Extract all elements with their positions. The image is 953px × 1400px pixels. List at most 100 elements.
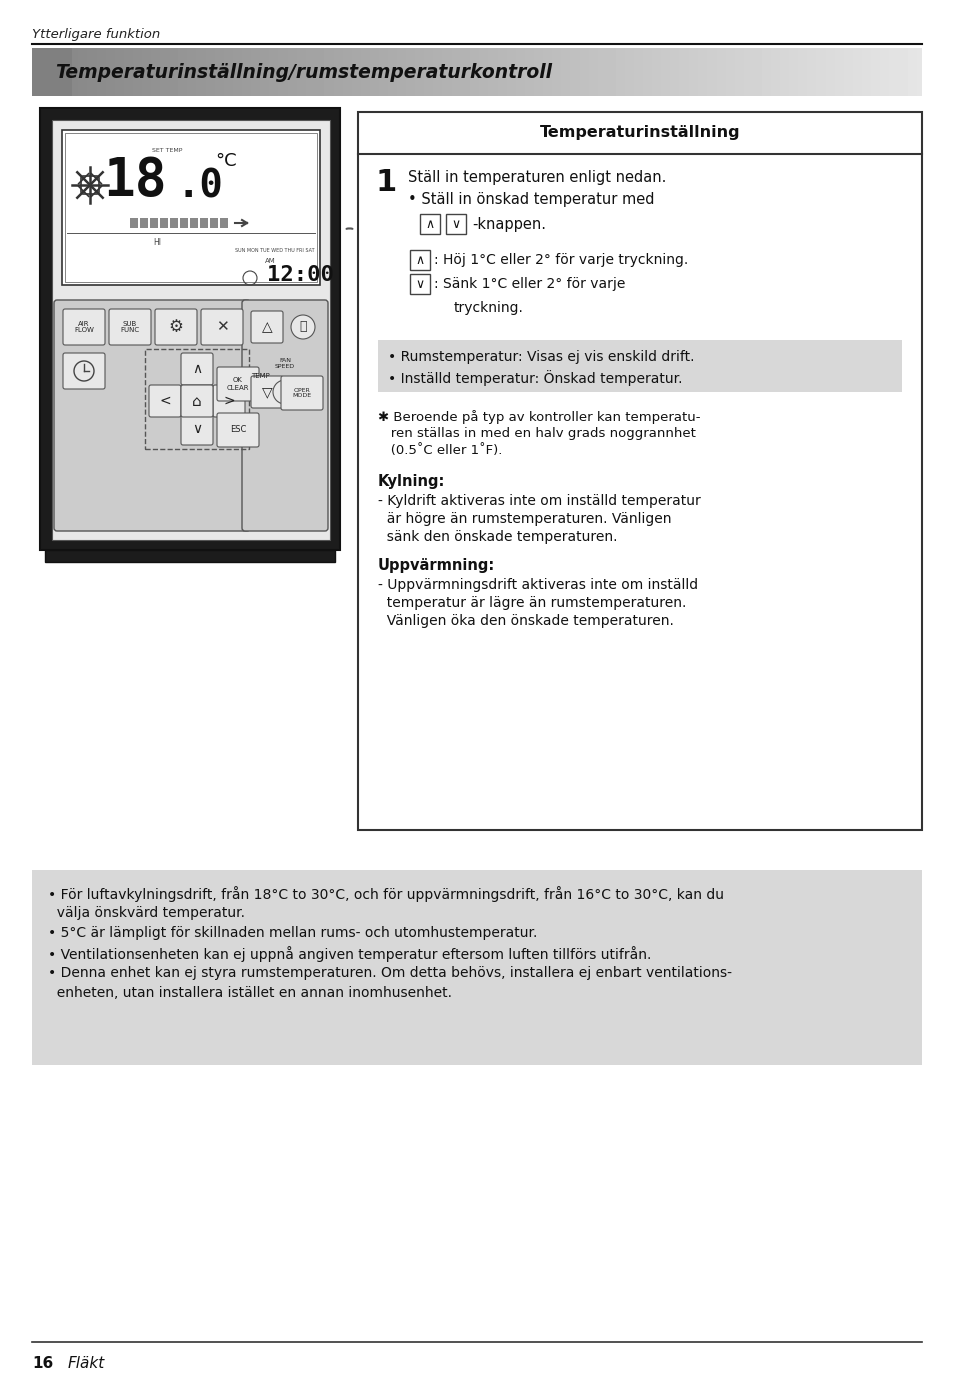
Text: • Inställd temperatur: Önskad temperatur.: • Inställd temperatur: Önskad temperatur… [388, 370, 681, 386]
Text: .0: .0 [177, 168, 224, 206]
Text: Temperaturinställning/rumstemperaturkontroll: Temperaturinställning/rumstemperaturkont… [55, 63, 552, 81]
FancyBboxPatch shape [242, 300, 328, 531]
Text: enheten, utan installera istället en annan inomhusenhet.: enheten, utan installera istället en ann… [48, 986, 452, 1000]
Text: Vänligen öka den önskade temperaturen.: Vänligen öka den önskade temperaturen. [377, 615, 673, 629]
Text: • För luftavkylningsdrift, från 18°C to 30°C, och för uppvärmningsdrift, från 16: • För luftavkylningsdrift, från 18°C to … [48, 886, 723, 902]
FancyBboxPatch shape [216, 413, 258, 447]
Text: ✕: ✕ [215, 319, 228, 335]
Bar [377, 340, 901, 392]
Text: SET TEMP: SET TEMP [152, 148, 182, 153]
Bar [150, 218, 158, 228]
Bar [160, 218, 168, 228]
Text: ∧: ∧ [415, 253, 424, 266]
Bar [180, 218, 188, 228]
Text: ESC: ESC [230, 426, 246, 434]
FancyBboxPatch shape [181, 385, 213, 417]
Bar [210, 218, 218, 228]
Text: sänk den önskade temperaturen.: sänk den önskade temperaturen. [377, 531, 617, 545]
Text: • Ställ in önskad temperatur med: • Ställ in önskad temperatur med [408, 192, 654, 207]
Text: • 5°C är lämpligt för skillnaden mellan rums- och utomhustemperatur.: • 5°C är lämpligt för skillnaden mellan … [48, 925, 537, 939]
Text: OK
CLEAR: OK CLEAR [227, 378, 249, 391]
Text: - Kyldrift aktiveras inte om inställd temperatur: - Kyldrift aktiveras inte om inställd te… [377, 494, 700, 508]
Text: ⌂: ⌂ [192, 393, 202, 409]
Text: ∨: ∨ [451, 217, 460, 231]
Text: HI: HI [152, 238, 161, 246]
FancyBboxPatch shape [149, 385, 181, 417]
Text: 16: 16 [32, 1357, 53, 1371]
Text: • Denna enhet kan ej styra rumstemperaturen. Om detta behövs, installera ej enba: • Denna enhet kan ej styra rumstemperatu… [48, 966, 731, 980]
Text: AIR
FLOW: AIR FLOW [74, 321, 93, 333]
FancyBboxPatch shape [213, 385, 245, 417]
Bar [32, 48, 71, 97]
Text: : Höj 1°C eller 2° för varje tryckning.: : Höj 1°C eller 2° för varje tryckning. [434, 253, 687, 267]
Bar [52, 120, 330, 540]
FancyBboxPatch shape [201, 309, 243, 344]
Text: Kylning:: Kylning: [377, 475, 445, 489]
Text: SUB
FUNC: SUB FUNC [120, 321, 139, 333]
Circle shape [291, 315, 314, 339]
Text: Fläkt: Fläkt [68, 1357, 105, 1371]
Bar [410, 251, 430, 270]
FancyBboxPatch shape [63, 353, 105, 389]
Bar [130, 218, 138, 228]
Text: 12:00: 12:00 [266, 265, 334, 286]
Bar [190, 218, 198, 228]
Text: AM: AM [265, 258, 275, 265]
Text: -knappen.: -knappen. [472, 217, 545, 231]
Text: >: > [223, 393, 234, 407]
Text: △: △ [261, 321, 272, 335]
Bar [62, 130, 319, 286]
FancyBboxPatch shape [281, 377, 323, 410]
Text: FAN
SPEED: FAN SPEED [274, 358, 294, 368]
Bar [410, 274, 430, 294]
Text: ∧: ∧ [425, 217, 435, 231]
Text: tryckning.: tryckning. [454, 301, 523, 315]
FancyBboxPatch shape [54, 300, 250, 531]
FancyBboxPatch shape [251, 377, 283, 407]
FancyBboxPatch shape [216, 367, 258, 400]
Text: är högre än rumstemperaturen. Vänligen: är högre än rumstemperaturen. Vänligen [377, 512, 671, 526]
Circle shape [273, 379, 296, 405]
Text: • Rumstemperatur: Visas ej vis enskild drift.: • Rumstemperatur: Visas ej vis enskild d… [388, 350, 694, 364]
Text: ren ställas in med en halv grads noggrannhet: ren ställas in med en halv grads noggran… [377, 427, 695, 440]
Bar [170, 218, 178, 228]
Text: OPER
MODE: OPER MODE [293, 388, 312, 399]
Bar [419, 214, 439, 234]
Bar [220, 218, 228, 228]
FancyBboxPatch shape [63, 309, 105, 344]
FancyBboxPatch shape [154, 309, 196, 344]
Text: <: < [159, 393, 171, 407]
Text: 1: 1 [375, 168, 396, 197]
Text: SUN MON TUE WED THU FRI SAT: SUN MON TUE WED THU FRI SAT [235, 248, 314, 253]
FancyBboxPatch shape [181, 413, 213, 445]
Text: ∨: ∨ [415, 277, 424, 291]
Bar [357, 112, 921, 830]
Bar [40, 108, 339, 550]
Text: Ytterligare funktion: Ytterligare funktion [32, 28, 160, 41]
Bar [446, 214, 465, 234]
Text: ∨: ∨ [192, 421, 202, 435]
Text: ⚙: ⚙ [169, 318, 183, 336]
Bar [140, 218, 148, 228]
Text: °C: °C [214, 153, 236, 169]
Bar [65, 133, 316, 281]
FancyBboxPatch shape [109, 309, 151, 344]
Bar [45, 550, 335, 561]
Text: : Sänk 1°C eller 2° för varje: : Sänk 1°C eller 2° för varje [434, 277, 625, 291]
Text: TEMP: TEMP [251, 372, 270, 379]
Bar [32, 869, 921, 1065]
Text: • Ventilationsenheten kan ej uppnå angiven temperatur eftersom luften tillförs u: • Ventilationsenheten kan ej uppnå angiv… [48, 946, 651, 962]
Text: - Uppvärmningsdrift aktiveras inte om inställd: - Uppvärmningsdrift aktiveras inte om in… [377, 578, 698, 592]
Text: 18: 18 [103, 155, 167, 207]
Text: temperatur är lägre än rumstemperaturen.: temperatur är lägre än rumstemperaturen. [377, 596, 685, 610]
Text: ▽: ▽ [261, 385, 272, 399]
Text: ✱ Beroende på typ av kontroller kan temperatu-: ✱ Beroende på typ av kontroller kan temp… [377, 410, 700, 424]
Text: Uppvärmning:: Uppvärmning: [377, 559, 495, 573]
Text: välja önskvärd temperatur.: välja önskvärd temperatur. [48, 906, 245, 920]
Text: Ställ in temperaturen enligt nedan.: Ställ in temperaturen enligt nedan. [408, 169, 666, 185]
Bar [145, 349, 249, 449]
Text: ⏻: ⏻ [299, 321, 307, 333]
Bar [200, 218, 208, 228]
Text: Temperaturinställning: Temperaturinställning [539, 126, 740, 140]
FancyBboxPatch shape [251, 311, 283, 343]
